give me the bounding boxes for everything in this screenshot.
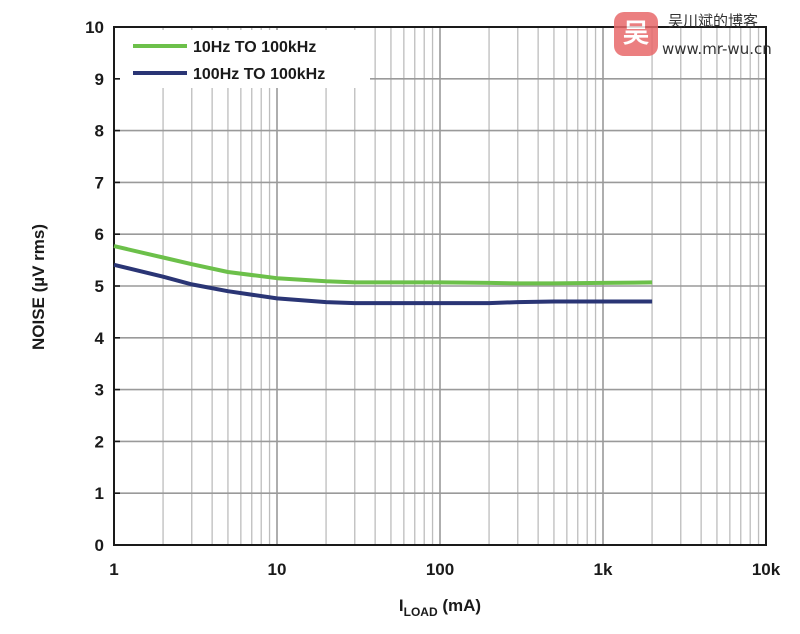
legend-label-series-2: 100Hz TO 100kHz	[193, 66, 325, 83]
series-line-2	[113, 262, 653, 306]
legend: 10Hz TO 100kHz 100Hz TO 100kHz	[120, 30, 370, 88]
y-tick-label: 8	[95, 122, 104, 141]
legend-background	[120, 30, 370, 88]
x-axis-title-unit: (mA)	[438, 596, 481, 615]
y-tick-label: 1	[95, 484, 104, 503]
y-tick-label: 4	[95, 329, 105, 348]
series-line-1	[113, 244, 653, 286]
x-tick-label: 10	[268, 560, 287, 579]
x-tick-label: 100	[426, 560, 454, 579]
y-tick-label: 9	[95, 70, 104, 89]
watermark: 吴 吴川斌的博客 www.mr-wu.cn	[612, 6, 798, 64]
y-tick-label: 2	[95, 432, 104, 451]
y-tick-labels: 0 1 2 3 4 5 6 7 8 9 10	[85, 18, 104, 555]
x-axis-title: ILOAD (mA)	[399, 596, 481, 619]
x-axis-title-main: I	[399, 596, 404, 615]
watermark-url: www.mr-wu.cn	[662, 40, 772, 58]
x-tick-label: 10k	[752, 560, 781, 579]
plot-frame	[113, 26, 767, 546]
watermark-blog-name: 吴川斌的博客	[668, 12, 759, 30]
y-tick-label: 7	[95, 173, 104, 192]
y-tick-label: 6	[95, 225, 104, 244]
y-tick-label: 3	[95, 381, 104, 400]
x-axis-title-subscript: LOAD	[404, 605, 438, 619]
y-axis-title: NOISE (µV rms)	[29, 224, 48, 350]
y-tick-label: 10	[85, 18, 104, 37]
y-tick-label: 5	[95, 277, 104, 296]
series-lines	[113, 244, 653, 306]
legend-label-series-1: 10Hz TO 100kHz	[193, 39, 316, 56]
watermark-logo-icon: 吴	[614, 12, 658, 56]
x-tick-label: 1	[109, 560, 118, 579]
x-tick-label: 1k	[594, 560, 613, 579]
x-tick-labels: 1 10 100 1k 10k	[109, 560, 780, 579]
y-tick-label: 0	[95, 536, 104, 555]
